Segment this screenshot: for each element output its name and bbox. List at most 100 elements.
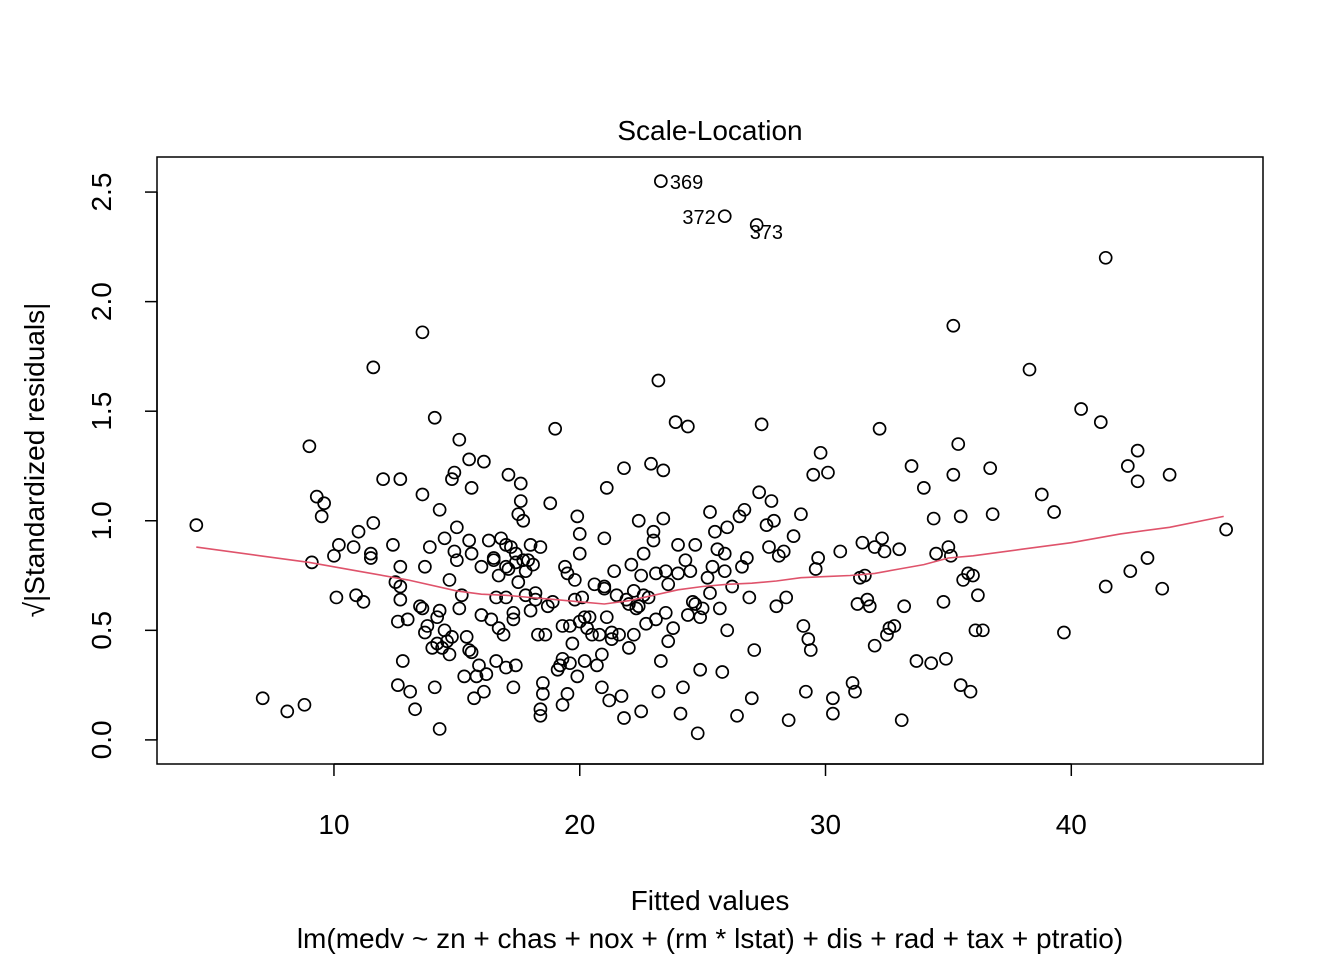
data-point — [875, 531, 889, 546]
data-point — [720, 623, 735, 638]
data-point — [496, 627, 511, 642]
data-point — [590, 658, 604, 673]
data-point — [575, 590, 590, 605]
data-point — [545, 594, 560, 609]
data-point — [678, 553, 693, 568]
data-point — [651, 373, 666, 388]
data-point — [415, 325, 430, 340]
data-point — [595, 680, 609, 695]
data-point — [700, 570, 715, 585]
data-point — [860, 592, 875, 607]
data-point — [533, 702, 548, 717]
data-point — [393, 592, 408, 607]
data-point — [695, 601, 710, 616]
data-point — [523, 538, 538, 552]
data-point — [786, 529, 801, 543]
data-point — [985, 507, 1000, 522]
y-axis: 0.0 0.5 1.0 1.5 2.0 2.5 — [86, 173, 158, 759]
data-point — [346, 540, 361, 554]
data-point — [462, 452, 476, 467]
data-point — [391, 614, 405, 629]
data-point — [629, 601, 644, 616]
y-axis-title-prefix: √ — [19, 601, 50, 617]
data-point — [479, 667, 494, 682]
data-point — [1130, 443, 1145, 458]
data-point — [759, 518, 774, 532]
data-point — [427, 680, 442, 695]
data-point — [904, 459, 919, 473]
data-point — [693, 610, 708, 625]
data-point — [437, 531, 452, 546]
x-axis-title: Fitted values — [631, 885, 790, 916]
data-point — [477, 684, 491, 699]
data-point — [489, 590, 504, 605]
data-point — [946, 318, 961, 333]
data-point — [715, 665, 730, 679]
data-point — [570, 669, 585, 684]
data-point — [681, 419, 695, 434]
data-point — [563, 656, 577, 671]
data-point — [393, 559, 408, 574]
data-point — [595, 647, 609, 662]
data-point — [349, 588, 363, 603]
data-point — [447, 544, 462, 559]
data-point — [649, 612, 663, 627]
data-point — [676, 680, 690, 695]
data-point — [516, 513, 531, 528]
data-point — [666, 621, 680, 635]
data-point — [597, 531, 612, 546]
data-point — [526, 557, 540, 572]
x-tick-label: 40 — [1056, 809, 1087, 840]
data-point — [929, 546, 943, 561]
data-point — [1098, 250, 1113, 265]
data-point — [599, 610, 614, 625]
data-point — [386, 538, 400, 552]
data-point — [877, 544, 892, 559]
data-point — [255, 691, 270, 706]
data-point — [499, 590, 513, 605]
data-point — [826, 691, 840, 706]
data-point — [811, 551, 825, 565]
data-point — [845, 676, 860, 690]
data-point — [501, 467, 516, 482]
data-point — [449, 553, 464, 568]
data-point — [953, 509, 968, 524]
data-point — [472, 658, 486, 673]
data-point — [430, 610, 445, 625]
data-point — [408, 702, 422, 717]
data-point — [462, 643, 476, 657]
data-point — [897, 599, 912, 614]
data-point — [447, 465, 462, 480]
data-point — [703, 586, 717, 600]
data-point — [821, 465, 835, 480]
data-point — [867, 638, 882, 653]
data-point — [432, 722, 447, 736]
data-point — [916, 481, 931, 495]
data-point — [848, 684, 862, 699]
data-point — [833, 544, 848, 559]
data-point — [462, 533, 476, 548]
data-point — [491, 568, 506, 583]
data-point — [826, 706, 840, 721]
data-point — [636, 546, 651, 561]
data-point — [506, 680, 521, 695]
data-point — [1120, 459, 1135, 473]
data-point — [1140, 551, 1155, 565]
data-point — [1047, 505, 1061, 519]
data-point — [953, 678, 968, 692]
data-point — [452, 601, 467, 616]
data-point — [464, 546, 479, 561]
points-layer — [189, 174, 1233, 741]
data-point — [363, 546, 378, 561]
data-point — [754, 417, 769, 432]
data-point — [951, 437, 966, 451]
x-tick-label: 20 — [564, 809, 595, 840]
data-point — [607, 564, 621, 579]
data-point — [376, 472, 390, 486]
data-point — [671, 566, 685, 581]
data-point — [366, 516, 381, 530]
data-point — [467, 691, 481, 706]
data-point — [1123, 564, 1138, 579]
data-point — [939, 651, 953, 666]
data-point — [1098, 579, 1113, 594]
